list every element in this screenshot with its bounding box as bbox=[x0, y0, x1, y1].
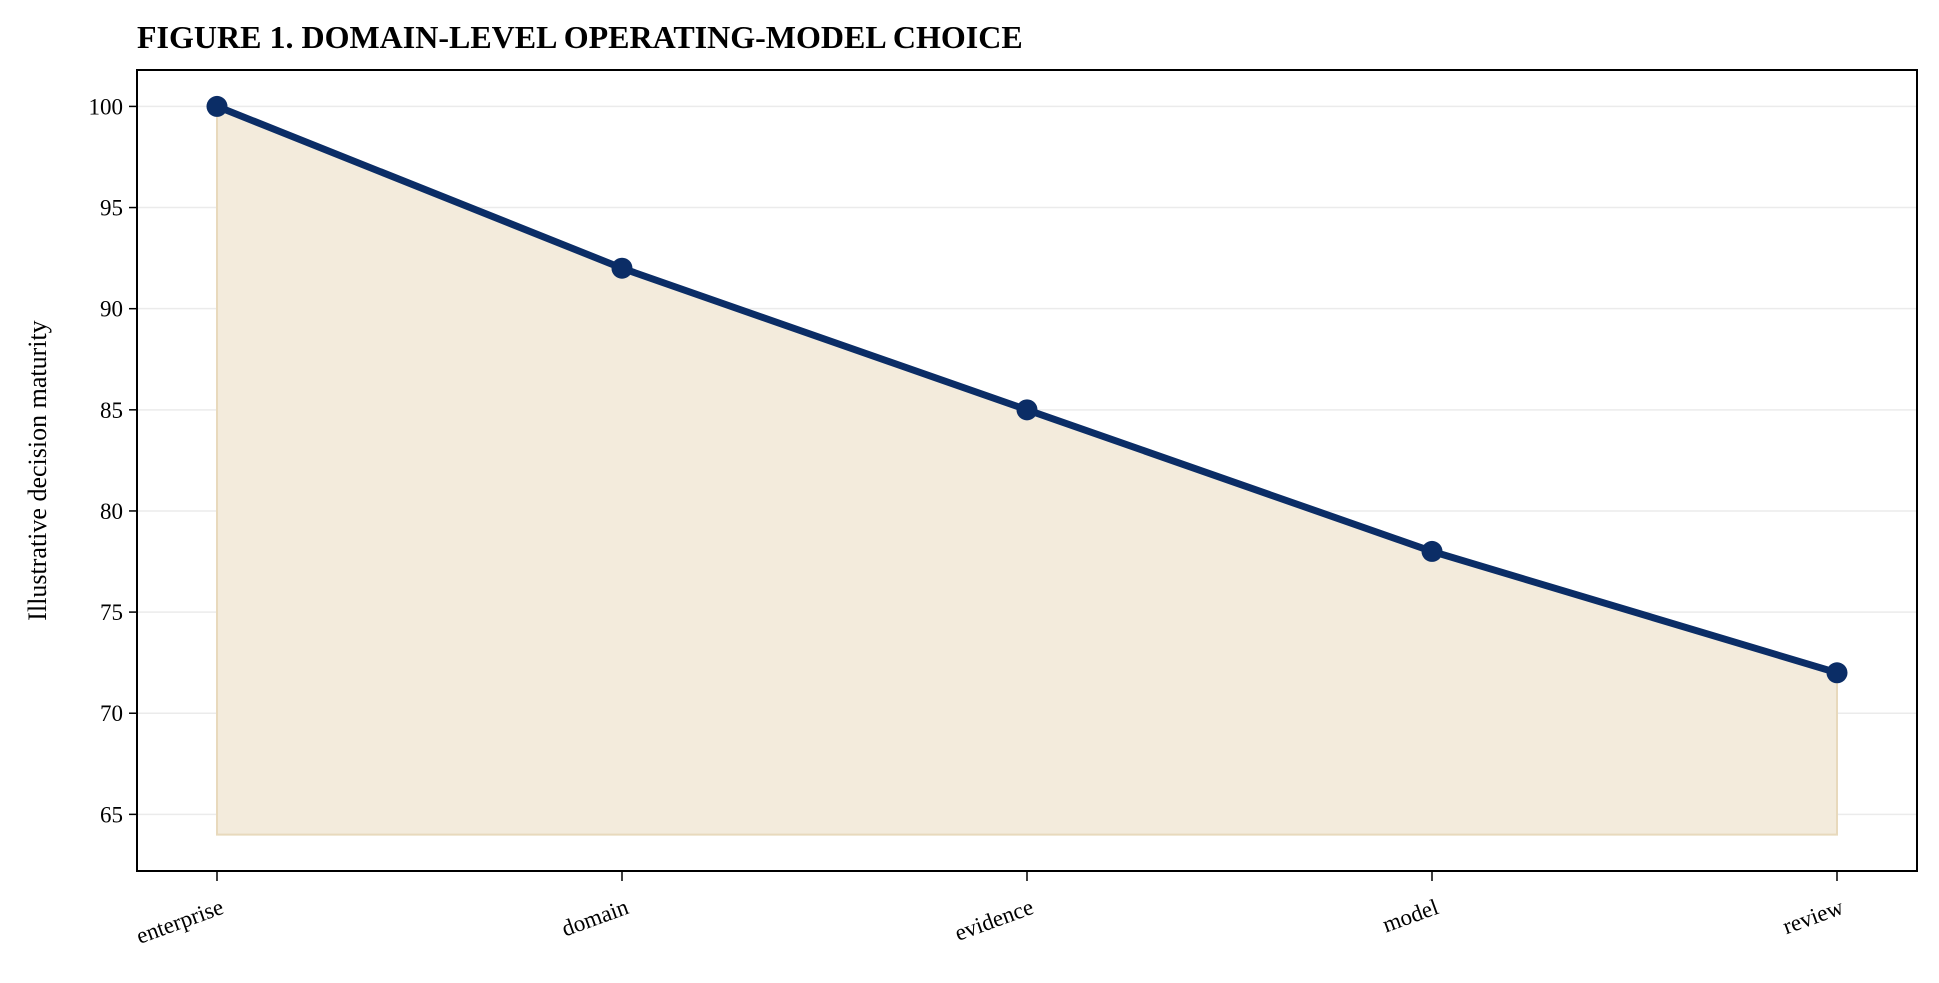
chart-title: FIGURE 1. DOMAIN-LEVEL OPERATING-MODEL C… bbox=[137, 19, 1023, 55]
area-layer bbox=[216, 104, 1838, 836]
data-point bbox=[206, 95, 228, 117]
y-axis-label: Illustrative decision maturity bbox=[23, 320, 52, 620]
x-axis: enterprise domain evidence model review bbox=[133, 871, 1847, 949]
y-tick-label: 80 bbox=[100, 499, 123, 524]
y-tick-label: 65 bbox=[100, 802, 123, 827]
y-tick-label: 75 bbox=[100, 600, 123, 625]
y-tick-label: 100 bbox=[89, 94, 124, 119]
y-axis: 65 70 75 80 85 90 95 100 bbox=[89, 94, 137, 827]
area-fill bbox=[216, 104, 1838, 836]
data-point bbox=[1421, 540, 1443, 562]
x-tick-label: model bbox=[1379, 894, 1442, 937]
x-tick-label: review bbox=[1779, 894, 1847, 939]
points-layer bbox=[206, 95, 1848, 684]
data-point bbox=[1016, 399, 1038, 421]
y-tick-label: 90 bbox=[100, 297, 123, 322]
x-tick-label: domain bbox=[558, 894, 632, 941]
x-tick-label: enterprise bbox=[133, 894, 227, 949]
data-point bbox=[1826, 662, 1848, 684]
y-tick-label: 70 bbox=[100, 701, 123, 726]
y-tick-label: 95 bbox=[100, 196, 123, 221]
data-point bbox=[611, 257, 633, 279]
x-tick-label: evidence bbox=[951, 894, 1036, 945]
y-tick-label: 85 bbox=[100, 398, 123, 423]
